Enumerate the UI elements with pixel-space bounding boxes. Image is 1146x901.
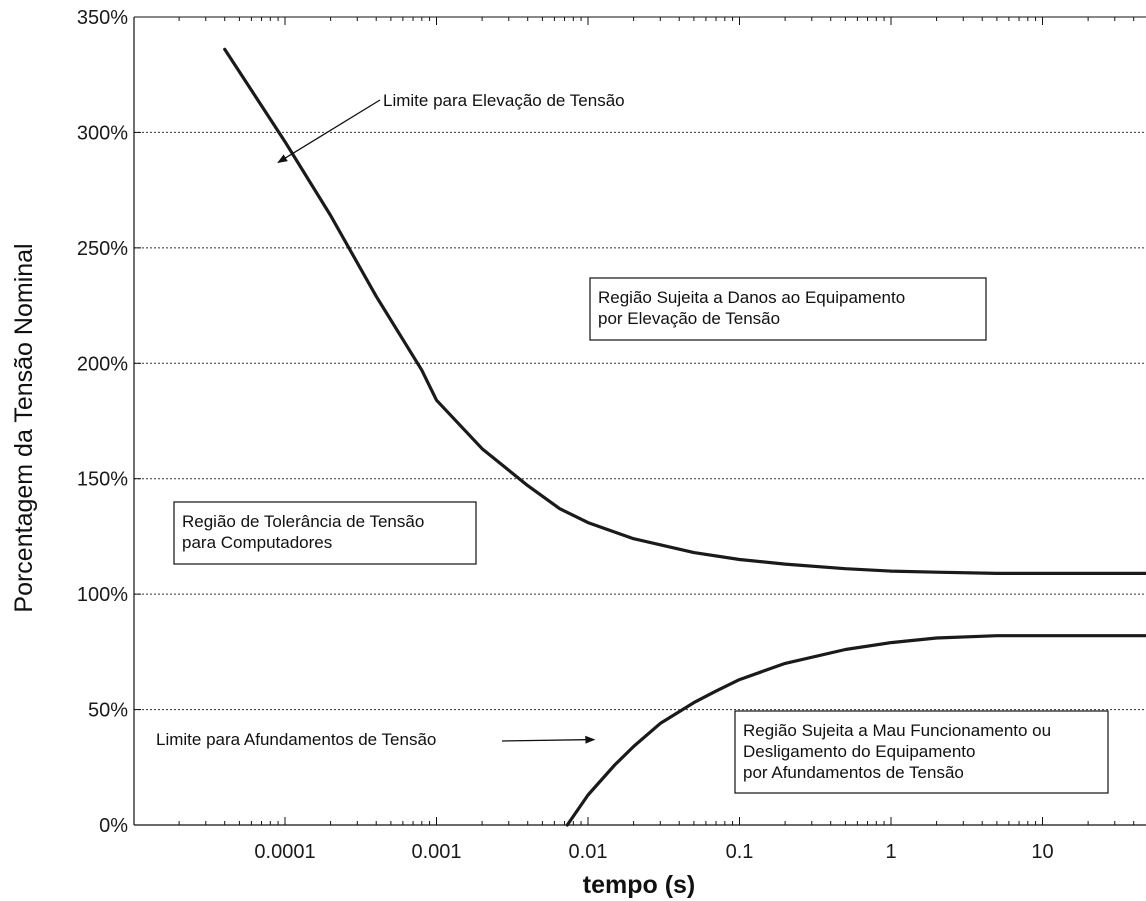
- x-tick-label: 1: [885, 841, 896, 863]
- tolerance-region-border: [173, 501, 477, 565]
- undervoltage-region-text: Desligamento do Equipamento: [743, 742, 975, 761]
- undervoltage-region-text: por Afundamentos de Tensão: [743, 763, 964, 782]
- y-tick-label: 150%: [77, 469, 128, 491]
- upper-limit-label: Limite para Elevação de Tensão: [383, 91, 625, 110]
- upper-limit-curve: [223, 47, 1146, 575]
- y-tick-label: 350%: [77, 7, 128, 29]
- data-series: [223, 47, 1146, 827]
- y-tick-label: 300%: [77, 122, 128, 144]
- x-tick-label: 10: [1031, 841, 1053, 863]
- lower-limit-curve: [565, 634, 1146, 827]
- overvoltage-region-box: Região Sujeita a Danos ao Equipamento por…: [589, 277, 987, 341]
- tolerance-region-text: Região de Tolerância de Tensão: [182, 512, 424, 531]
- y-tick-label: 0%: [99, 815, 128, 837]
- y-axis-label: Porcentagem da Tensão Nominal: [10, 243, 38, 612]
- x-tick-label: 0.001: [411, 841, 461, 863]
- x-tick-label: 0.0001: [254, 841, 315, 863]
- tolerance-region-text: para Computadores: [182, 533, 332, 552]
- axes: 0% 50% 100% 150% 200% 250% 300% 350% 0.0001 0.001…: [77, 7, 1146, 863]
- lower-limit-arrow: [501, 735, 596, 744]
- tolerance-region-box: Região de Tolerância de Tensão para Compu…: [173, 501, 477, 565]
- overvoltage-region-text: Região Sujeita a Danos ao Equipamento: [598, 288, 905, 307]
- x-tick-label: 0.1: [726, 841, 754, 863]
- undervoltage-region-text: Região Sujeita a Mau Funcionamento ou: [743, 721, 1051, 740]
- y-tick-label: 200%: [77, 353, 128, 375]
- x-tick-label: 0.01: [569, 841, 608, 863]
- y-tick-label: 50%: [88, 700, 128, 722]
- lower-limit-label: Limite para Afundamentos de Tensão: [156, 730, 436, 749]
- y-tick-label: 100%: [77, 584, 128, 606]
- overvoltage-region-text: por Elevação de Tensão: [598, 309, 780, 328]
- undervoltage-region-border: [734, 710, 1109, 794]
- upper-limit-arrow: [277, 99, 381, 163]
- y-tick-label: 250%: [77, 238, 128, 260]
- annotations: Limite para Elevação de Tensão Limite par…: [156, 91, 1109, 794]
- x-axis-label: tempo (s): [583, 871, 696, 899]
- overvoltage-region-border: [589, 277, 987, 341]
- grid-lines: [134, 16, 1146, 711]
- undervoltage-region-box: Região Sujeita a Mau Funcionamento ou Des…: [734, 710, 1109, 794]
